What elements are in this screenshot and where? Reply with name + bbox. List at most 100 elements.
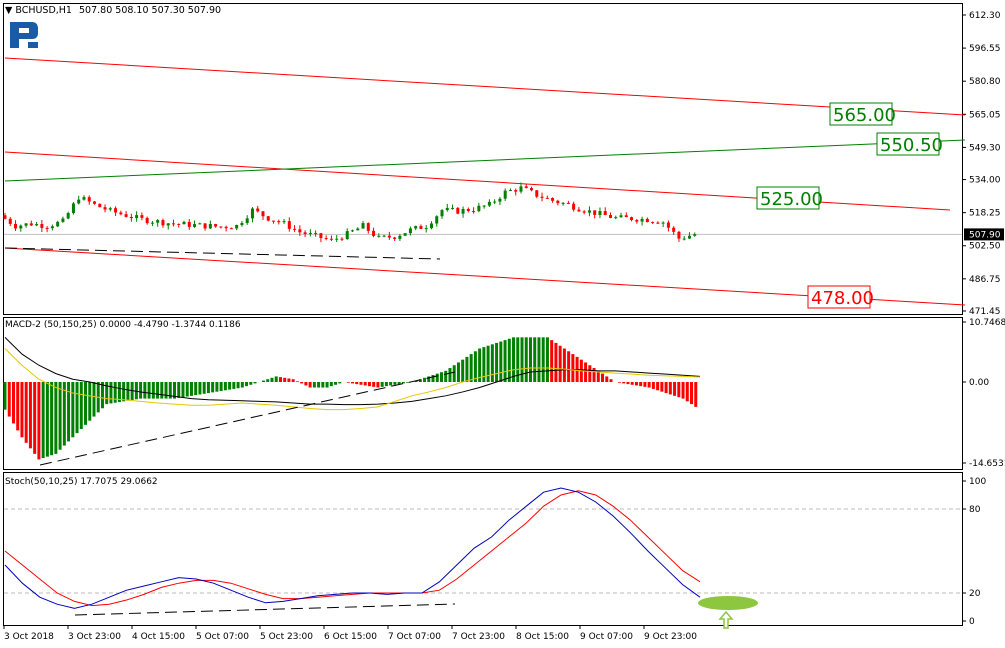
candle-body <box>129 216 133 219</box>
symbol-label: BCHUSD,H1 <box>15 5 72 16</box>
ohlc-values: 507.80 508.10 507.30 507.90 <box>79 5 222 16</box>
candle-body <box>208 224 212 229</box>
macd-histogram-bar <box>456 362 460 382</box>
macd-histogram-bar <box>524 337 528 382</box>
candle-body <box>177 223 181 225</box>
macd-histogram-bar <box>16 382 20 431</box>
candle-body <box>182 221 186 225</box>
candle-body <box>240 222 244 226</box>
candle-body <box>382 235 386 237</box>
macd-histogram-bar <box>117 382 121 403</box>
candle-body <box>598 211 602 215</box>
macd-histogram-bar <box>312 382 316 388</box>
macd-histogram-bar <box>151 382 155 399</box>
price-tick-label: 580.80 <box>969 77 1001 87</box>
time-tick-label: 3 Oct 23:00 <box>68 632 121 642</box>
candle-body <box>340 238 344 240</box>
macd-histogram-bar <box>274 376 278 382</box>
stoch-main-line <box>4 487 701 609</box>
candle-body <box>393 237 397 239</box>
macd-histogram-bar <box>287 378 291 382</box>
macd-histogram-bar <box>367 382 371 387</box>
macd-histogram-bar <box>206 382 210 394</box>
level-label-box <box>876 132 940 156</box>
candle-body <box>224 226 228 229</box>
macd-histogram-bar <box>558 345 562 382</box>
candle-body <box>551 198 555 201</box>
macd-histogram-bar <box>588 365 592 382</box>
candle-body <box>40 224 44 228</box>
candle-body <box>687 235 691 239</box>
candle-body <box>103 207 107 210</box>
macd-histogram-bar <box>503 340 507 382</box>
macd-histogram-bar <box>677 382 681 398</box>
macd-histogram-bar <box>414 380 418 382</box>
level-label-box <box>807 285 871 309</box>
macd-histogram-bar <box>486 345 490 382</box>
candle-body <box>635 220 639 222</box>
candle-body <box>87 197 91 202</box>
macd-histogram-bar <box>401 382 405 384</box>
candle-body <box>98 203 102 208</box>
candle-body <box>161 220 165 226</box>
macd-histogram-bar <box>24 382 28 443</box>
candle-body <box>24 223 28 226</box>
candle-body <box>419 226 423 229</box>
macd-histogram-bar <box>376 382 380 388</box>
macd-histogram-bar <box>156 382 160 399</box>
candle-body <box>329 238 333 240</box>
broker-logo-icon <box>10 22 38 48</box>
macd-histogram-bar <box>512 337 516 382</box>
macd-histogram-bar <box>270 377 274 382</box>
macd-histogram-bar <box>7 382 11 417</box>
candle-body <box>77 199 81 204</box>
candle-body <box>572 203 576 210</box>
stoch-title: Stoch(50,10,25) 17.7075 29.0662 <box>5 477 158 487</box>
candle-body <box>566 202 570 204</box>
macd-histogram-bar <box>516 337 520 382</box>
candle-body <box>640 218 644 222</box>
macd-histogram-bar <box>685 382 689 402</box>
candle-body <box>398 235 402 239</box>
macd-histogram-bar <box>177 382 181 398</box>
macd-histogram-bar <box>33 382 37 454</box>
macd-histogram-bar <box>427 376 431 382</box>
macd-histogram-bar <box>54 382 58 454</box>
candle-body <box>277 221 281 223</box>
macd-histogram-bar <box>100 382 104 409</box>
macd-histogram-bar <box>228 382 232 390</box>
candle-body <box>272 220 276 222</box>
candle-body <box>198 223 202 225</box>
candle-body <box>656 222 660 224</box>
candle-body <box>366 223 370 231</box>
candle-body <box>545 197 549 199</box>
candle-body <box>303 232 307 235</box>
macd-histogram-bar <box>219 382 223 391</box>
candle-body <box>203 223 207 229</box>
macd-histogram-bar <box>28 382 32 449</box>
macd-histogram-bar <box>647 382 651 388</box>
candle-body <box>661 222 665 224</box>
candle-body <box>403 233 407 236</box>
macd-histogram-bar <box>444 370 448 382</box>
dropdown-triangle-icon[interactable]: ▼ <box>5 5 13 16</box>
macd-histogram-bar <box>469 354 473 382</box>
macd-histogram-bar <box>3 382 7 410</box>
candle-body <box>229 228 233 230</box>
price-tick-label: 596.55 <box>969 44 1001 54</box>
candle-body <box>319 233 323 239</box>
macd-histogram-bar <box>660 382 664 392</box>
macd-histogram-bar <box>507 338 511 382</box>
candle-body <box>514 190 518 192</box>
macd-histogram-bar <box>321 382 325 388</box>
time-tick-label: 7 Oct 07:00 <box>388 632 441 642</box>
macd-histogram-bar <box>37 382 41 460</box>
support-dashed-line <box>4 247 441 260</box>
price-pane-frame <box>3 3 963 315</box>
stoch-tick-label: 100 <box>969 477 986 487</box>
macd-histogram-bar <box>109 382 113 404</box>
candle-body <box>519 186 523 192</box>
macd-histogram-bar <box>482 347 486 382</box>
candle-body <box>119 212 123 215</box>
